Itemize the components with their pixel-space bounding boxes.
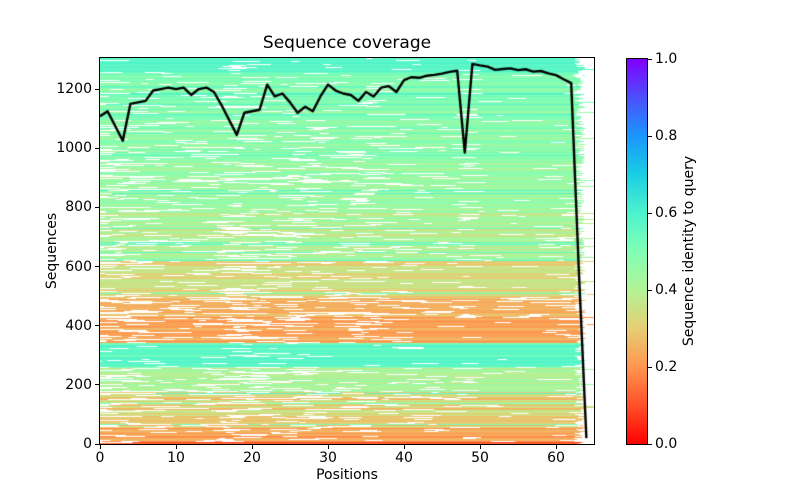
plot-title: Sequence coverage — [262, 33, 432, 53]
y-tick-label: 400 — [65, 317, 92, 334]
x-tick-label: 60 — [547, 450, 565, 466]
x-tick-mark — [175, 445, 177, 449]
plot-area — [99, 57, 595, 445]
y-tick-mark — [95, 266, 99, 268]
x-tick-mark — [251, 445, 253, 449]
colorbar-tick-label: 0.6 — [655, 205, 678, 221]
colorbar-gradient — [627, 59, 647, 444]
x-tick-mark — [555, 445, 557, 449]
y-tick-mark — [95, 88, 99, 90]
colorbar-tick-mark — [648, 289, 652, 291]
x-tick-label: 30 — [319, 450, 337, 466]
colorbar-tick-label: 0.8 — [655, 128, 678, 144]
colorbar — [626, 58, 648, 445]
x-tick-mark — [327, 445, 329, 449]
y-tick-label: 1000 — [56, 140, 92, 157]
x-tick-mark — [403, 445, 405, 449]
colorbar-tick-mark — [648, 212, 652, 214]
colorbar-tick-label: 0.0 — [655, 436, 678, 452]
y-tick-mark — [95, 384, 99, 386]
colorbar-tick-mark — [648, 443, 652, 445]
y-tick-mark — [95, 443, 99, 445]
colorbar-tick-mark — [648, 58, 652, 60]
x-tick-mark — [479, 445, 481, 449]
y-tick-label: 0 — [83, 436, 92, 452]
y-tick-mark — [95, 325, 99, 327]
y-tick-label: 1200 — [56, 81, 92, 98]
colorbar-label: Sequence identity to query — [681, 155, 697, 347]
colorbar-tick-mark — [648, 366, 652, 368]
x-tick-label: 50 — [471, 450, 489, 466]
y-tick-label: 200 — [65, 376, 92, 393]
x-axis-label: Positions — [316, 467, 378, 483]
x-tick-label: 0 — [95, 450, 105, 466]
y-tick-mark — [95, 206, 99, 208]
colorbar-tick-mark — [648, 135, 652, 137]
y-tick-label: 600 — [65, 258, 92, 275]
x-tick-label: 40 — [395, 450, 413, 466]
y-axis-label: Sequences — [44, 212, 60, 290]
x-tick-label: 10 — [167, 450, 185, 466]
colorbar-tick-label: 0.4 — [655, 282, 678, 298]
colorbar-tick-label: 1.0 — [655, 51, 678, 67]
y-tick-label: 800 — [65, 199, 92, 216]
x-tick-mark — [99, 445, 101, 449]
colorbar-tick-label: 0.2 — [655, 359, 678, 375]
y-tick-mark — [95, 147, 99, 149]
msa-heatmap-canvas — [100, 58, 594, 444]
x-tick-label: 20 — [243, 450, 261, 466]
